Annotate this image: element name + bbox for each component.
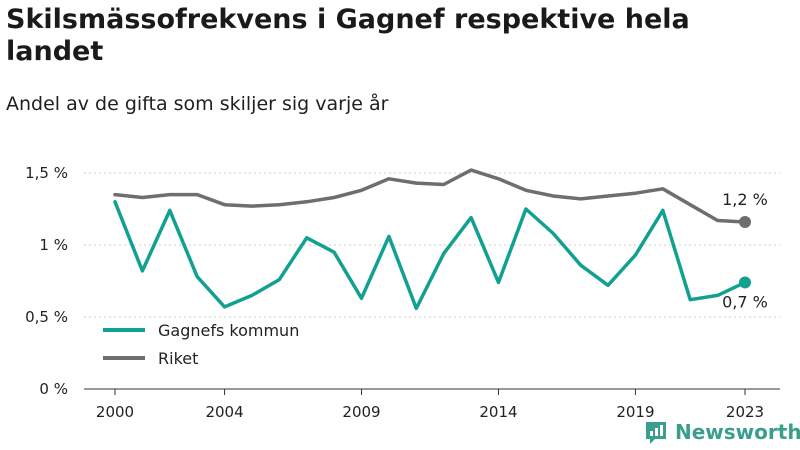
x-tick-label: 2009	[342, 403, 380, 421]
y-tick-label: 1 %	[39, 236, 68, 254]
legend-label: Riket	[158, 349, 198, 368]
chart-subtitle: Andel av de gifta som skiljer sig varje …	[6, 93, 389, 115]
x-tick-label: 2023	[726, 403, 764, 421]
bar-chart-logo-icon	[646, 422, 666, 444]
end-point-riket	[739, 215, 751, 228]
series-line-riket	[113, 168, 747, 224]
series-line-gagnefs-kommun	[113, 200, 747, 311]
grid-lines	[84, 172, 780, 390]
x-tick-label: 2000	[96, 403, 134, 421]
x-tick-label: 2004	[205, 403, 243, 421]
y-tick-label: 1,5 %	[25, 164, 68, 182]
brand-name: Newsworthy	[675, 420, 800, 444]
legend: Gagnefs kommun Riket	[103, 321, 299, 368]
end-label-riket: 1,2 %	[722, 190, 768, 209]
y-tick-label: 0,5 %	[25, 308, 68, 326]
y-tick-label: 0 %	[39, 380, 68, 398]
y-axis-ticks: 0 % 0,5 % 1 % 1,5 %	[25, 164, 68, 398]
series-lines: 1,2 % 0,7 %	[113, 168, 768, 311]
end-point-gagnefs-kommun	[739, 276, 751, 289]
x-tick-label: 2019	[616, 403, 654, 421]
end-label-gagnefs-kommun: 0,7 %	[722, 292, 768, 311]
x-axis-ticks: 2000 2004 2009 2014 2019 2023	[96, 389, 764, 421]
newsworthy-logo: Newsworthy	[643, 419, 800, 445]
x-tick-label: 2014	[479, 403, 517, 421]
legend-label: Gagnefs kommun	[158, 321, 299, 340]
chart-title: Skilsmässofrekvens i Gagnef respektive h…	[6, 4, 690, 67]
